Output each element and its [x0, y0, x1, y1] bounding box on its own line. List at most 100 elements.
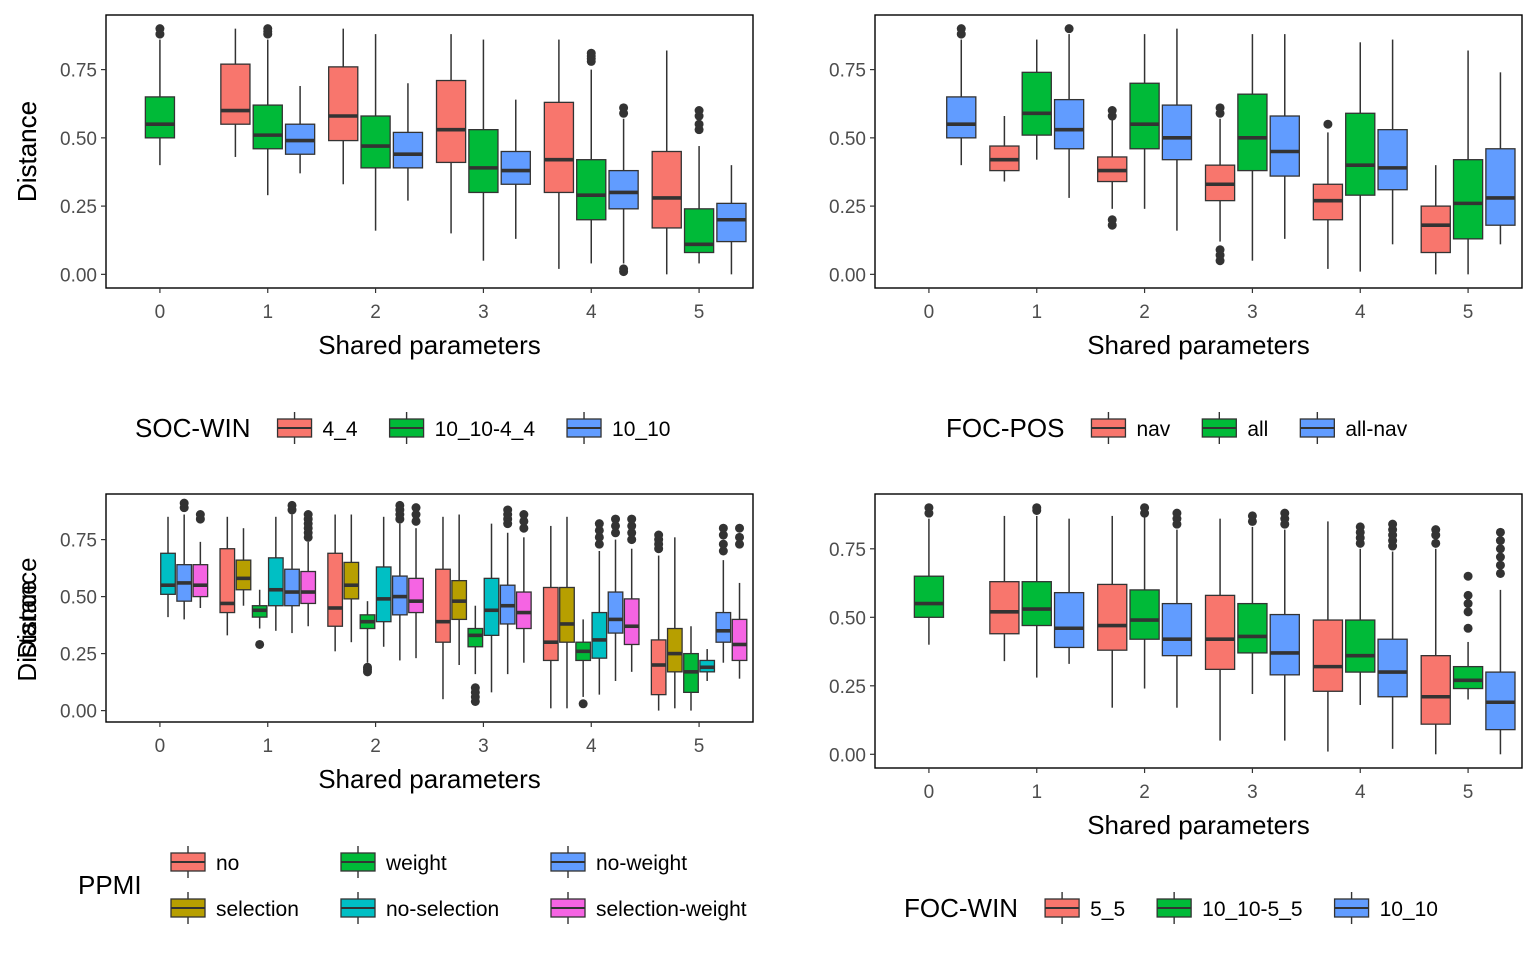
- outlier-point: [1107, 106, 1117, 116]
- box-no-1: [219, 516, 236, 636]
- box-5_5-5: [1420, 525, 1451, 755]
- outlier-point: [1172, 508, 1182, 518]
- box-iqr: [591, 611, 608, 659]
- box-iqr: [375, 566, 392, 623]
- outlier-point: [627, 514, 637, 524]
- box-10_10-4_4-2: [360, 34, 391, 231]
- box-iqr: [989, 581, 1020, 635]
- outlier-point: [735, 532, 745, 542]
- legend-label: nav: [1136, 418, 1170, 441]
- plot-frame: [105, 493, 754, 723]
- box-10_10-1: [284, 85, 316, 174]
- box-iqr: [1053, 98, 1085, 150]
- outlier-point: [735, 539, 745, 549]
- box-iqr: [1345, 619, 1376, 673]
- series-5_5: [989, 515, 1451, 755]
- box-no-weight-1: [284, 500, 300, 634]
- box-10_10-2: [392, 83, 424, 201]
- outlier-point: [395, 500, 405, 510]
- outlier-point: [519, 510, 529, 520]
- outlier-point: [519, 516, 529, 526]
- box-10_10-4_4-5: [683, 106, 715, 264]
- series-no-weight: [176, 498, 732, 681]
- box-iqr: [300, 570, 317, 605]
- box-no-4: [542, 525, 559, 709]
- box-iqr: [1161, 104, 1193, 161]
- box-iqr: [650, 639, 667, 696]
- box-no-selection-1: [267, 516, 284, 631]
- y-tick-label: 0.50: [829, 129, 866, 150]
- outlier-point: [627, 521, 637, 531]
- series-10_10-4_4: [144, 24, 715, 264]
- outlier-point: [1431, 538, 1441, 548]
- plot-frame: [874, 493, 1523, 769]
- box-10_10-5_5-0: [913, 503, 945, 645]
- series-10_10-5_5: [913, 503, 1484, 705]
- box-10_10-5: [1485, 527, 1516, 755]
- y-axis-title: Distance: [12, 580, 42, 681]
- box-10_10-5_5-4: [1345, 522, 1376, 705]
- box-selection-4: [559, 516, 575, 709]
- box-iqr: [1129, 82, 1160, 150]
- box-iqr: [716, 202, 747, 243]
- legend-key-no-selection: no-selection: [340, 892, 499, 924]
- legend: PPMI no selection weight no-selection no-weig…: [78, 846, 747, 924]
- box-no-3: [435, 516, 451, 700]
- box-selection-weight-2: [408, 503, 424, 659]
- box-no-selection-4: [591, 519, 608, 695]
- chart-panel-3: 0.00 0.25 0.50 0.75 0 1 2 3 4 5 Shared parameters D…: [12, 493, 754, 924]
- outlier-point: [594, 539, 604, 549]
- box-all-nav-1: [1053, 24, 1085, 198]
- y-axis-title: Distance: [12, 557, 42, 658]
- box-selection-5: [666, 537, 683, 709]
- outlier-point: [1064, 24, 1074, 34]
- outlier-point: [1495, 527, 1505, 537]
- outlier-point: [1032, 503, 1042, 513]
- box-5_5-3: [1204, 518, 1236, 741]
- legend-key-no-weight: no-weight: [550, 846, 687, 878]
- box-iqr: [1269, 613, 1300, 676]
- outlier-point: [503, 505, 513, 515]
- outlier-point: [1463, 590, 1473, 600]
- legend-title: SOC-WIN: [135, 413, 251, 443]
- box-iqr: [1237, 602, 1268, 654]
- box-all-1: [1021, 39, 1052, 160]
- outlier-point: [1280, 508, 1290, 518]
- box-selection-weight-1: [300, 510, 317, 627]
- box-iqr: [515, 591, 532, 630]
- box-iqr: [1452, 159, 1484, 240]
- series-all: [1021, 34, 1484, 275]
- box-iqr: [1237, 93, 1268, 172]
- box-10_10-5_5-5: [1452, 571, 1484, 700]
- box-no-2: [327, 514, 344, 652]
- box-iqr: [327, 552, 344, 627]
- outlier-point: [619, 264, 629, 274]
- legend-label: 10_10: [1380, 898, 1438, 921]
- box-10_10-4: [608, 103, 639, 277]
- box-weight-1: [251, 589, 268, 649]
- box-all-2: [1129, 34, 1160, 209]
- series-nav: [989, 103, 1451, 275]
- box-iqr: [1345, 112, 1376, 196]
- box-iqr: [1452, 665, 1484, 690]
- x-axis-title: Shared parameters: [318, 764, 541, 794]
- box-no-selection-3: [483, 523, 500, 693]
- box-iqr: [483, 577, 500, 637]
- series-all-nav: [946, 24, 1516, 245]
- box-iqr: [435, 568, 451, 643]
- outlier-point: [1355, 522, 1365, 532]
- chart-panel-1: 0.00 0.25 0.50 0.75 0 1 2 3 4 5 Shared parameters D…: [12, 14, 754, 444]
- box-iqr: [408, 577, 424, 614]
- x-tick-label: 2: [1139, 302, 1150, 323]
- legend-key-10_10-5_5: 10_10-5_5: [1156, 892, 1303, 924]
- x-axis-title: Shared parameters: [318, 330, 541, 360]
- outlier-point: [694, 106, 704, 116]
- outlier-point: [594, 519, 604, 529]
- x-tick-label: 4: [586, 302, 597, 323]
- box-10_10-3: [500, 99, 531, 239]
- outlier-point: [627, 528, 637, 538]
- box-all-nav-4: [1377, 39, 1408, 245]
- outlier-point: [956, 24, 966, 34]
- outlier-point: [519, 523, 529, 533]
- outlier-point: [303, 510, 313, 520]
